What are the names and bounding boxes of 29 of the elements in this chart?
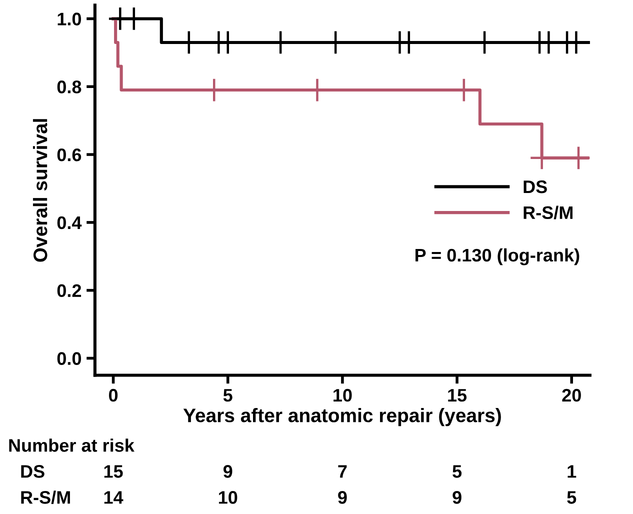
y-tick-label: 0.0 bbox=[57, 352, 82, 365]
x-tick-label: 5 bbox=[223, 389, 232, 402]
y-tick-label: 0.4 bbox=[57, 216, 82, 230]
y-tick-label: 0.8 bbox=[57, 80, 82, 94]
y-tick-label: 1.0 bbox=[58, 12, 82, 26]
text: 9 bbox=[223, 465, 232, 478]
text: 7 bbox=[338, 465, 347, 478]
text: 15 bbox=[104, 465, 123, 478]
text: 14 bbox=[104, 491, 124, 504]
y-tick-label: 0.6 bbox=[57, 148, 82, 162]
x-tick-label: 15 bbox=[448, 389, 467, 402]
x-tick-label: 10 bbox=[334, 388, 352, 402]
annotation: P = 0.130 (log-rank) bbox=[416, 248, 580, 266]
text: 9 bbox=[452, 491, 462, 504]
x-tick-label: 0 bbox=[108, 388, 118, 402]
text: R-S/M bbox=[21, 490, 70, 504]
y-axis-title: Overall survival bbox=[32, 119, 48, 262]
text: 10 bbox=[218, 491, 238, 504]
x-tick-label: 20 bbox=[562, 388, 581, 402]
legend-label: R-S/M bbox=[524, 206, 572, 220]
text: Number at risk bbox=[9, 438, 134, 452]
text: 9 bbox=[338, 491, 347, 504]
text: 1 bbox=[568, 465, 576, 478]
y-tick-label: 0.2 bbox=[57, 284, 82, 298]
text: 5 bbox=[452, 465, 462, 478]
x-axis-title: Years after anatomic repair (years) bbox=[183, 408, 501, 426]
legend-label: DS bbox=[524, 180, 547, 194]
text: 5 bbox=[567, 491, 576, 504]
text: DS bbox=[21, 465, 44, 478]
